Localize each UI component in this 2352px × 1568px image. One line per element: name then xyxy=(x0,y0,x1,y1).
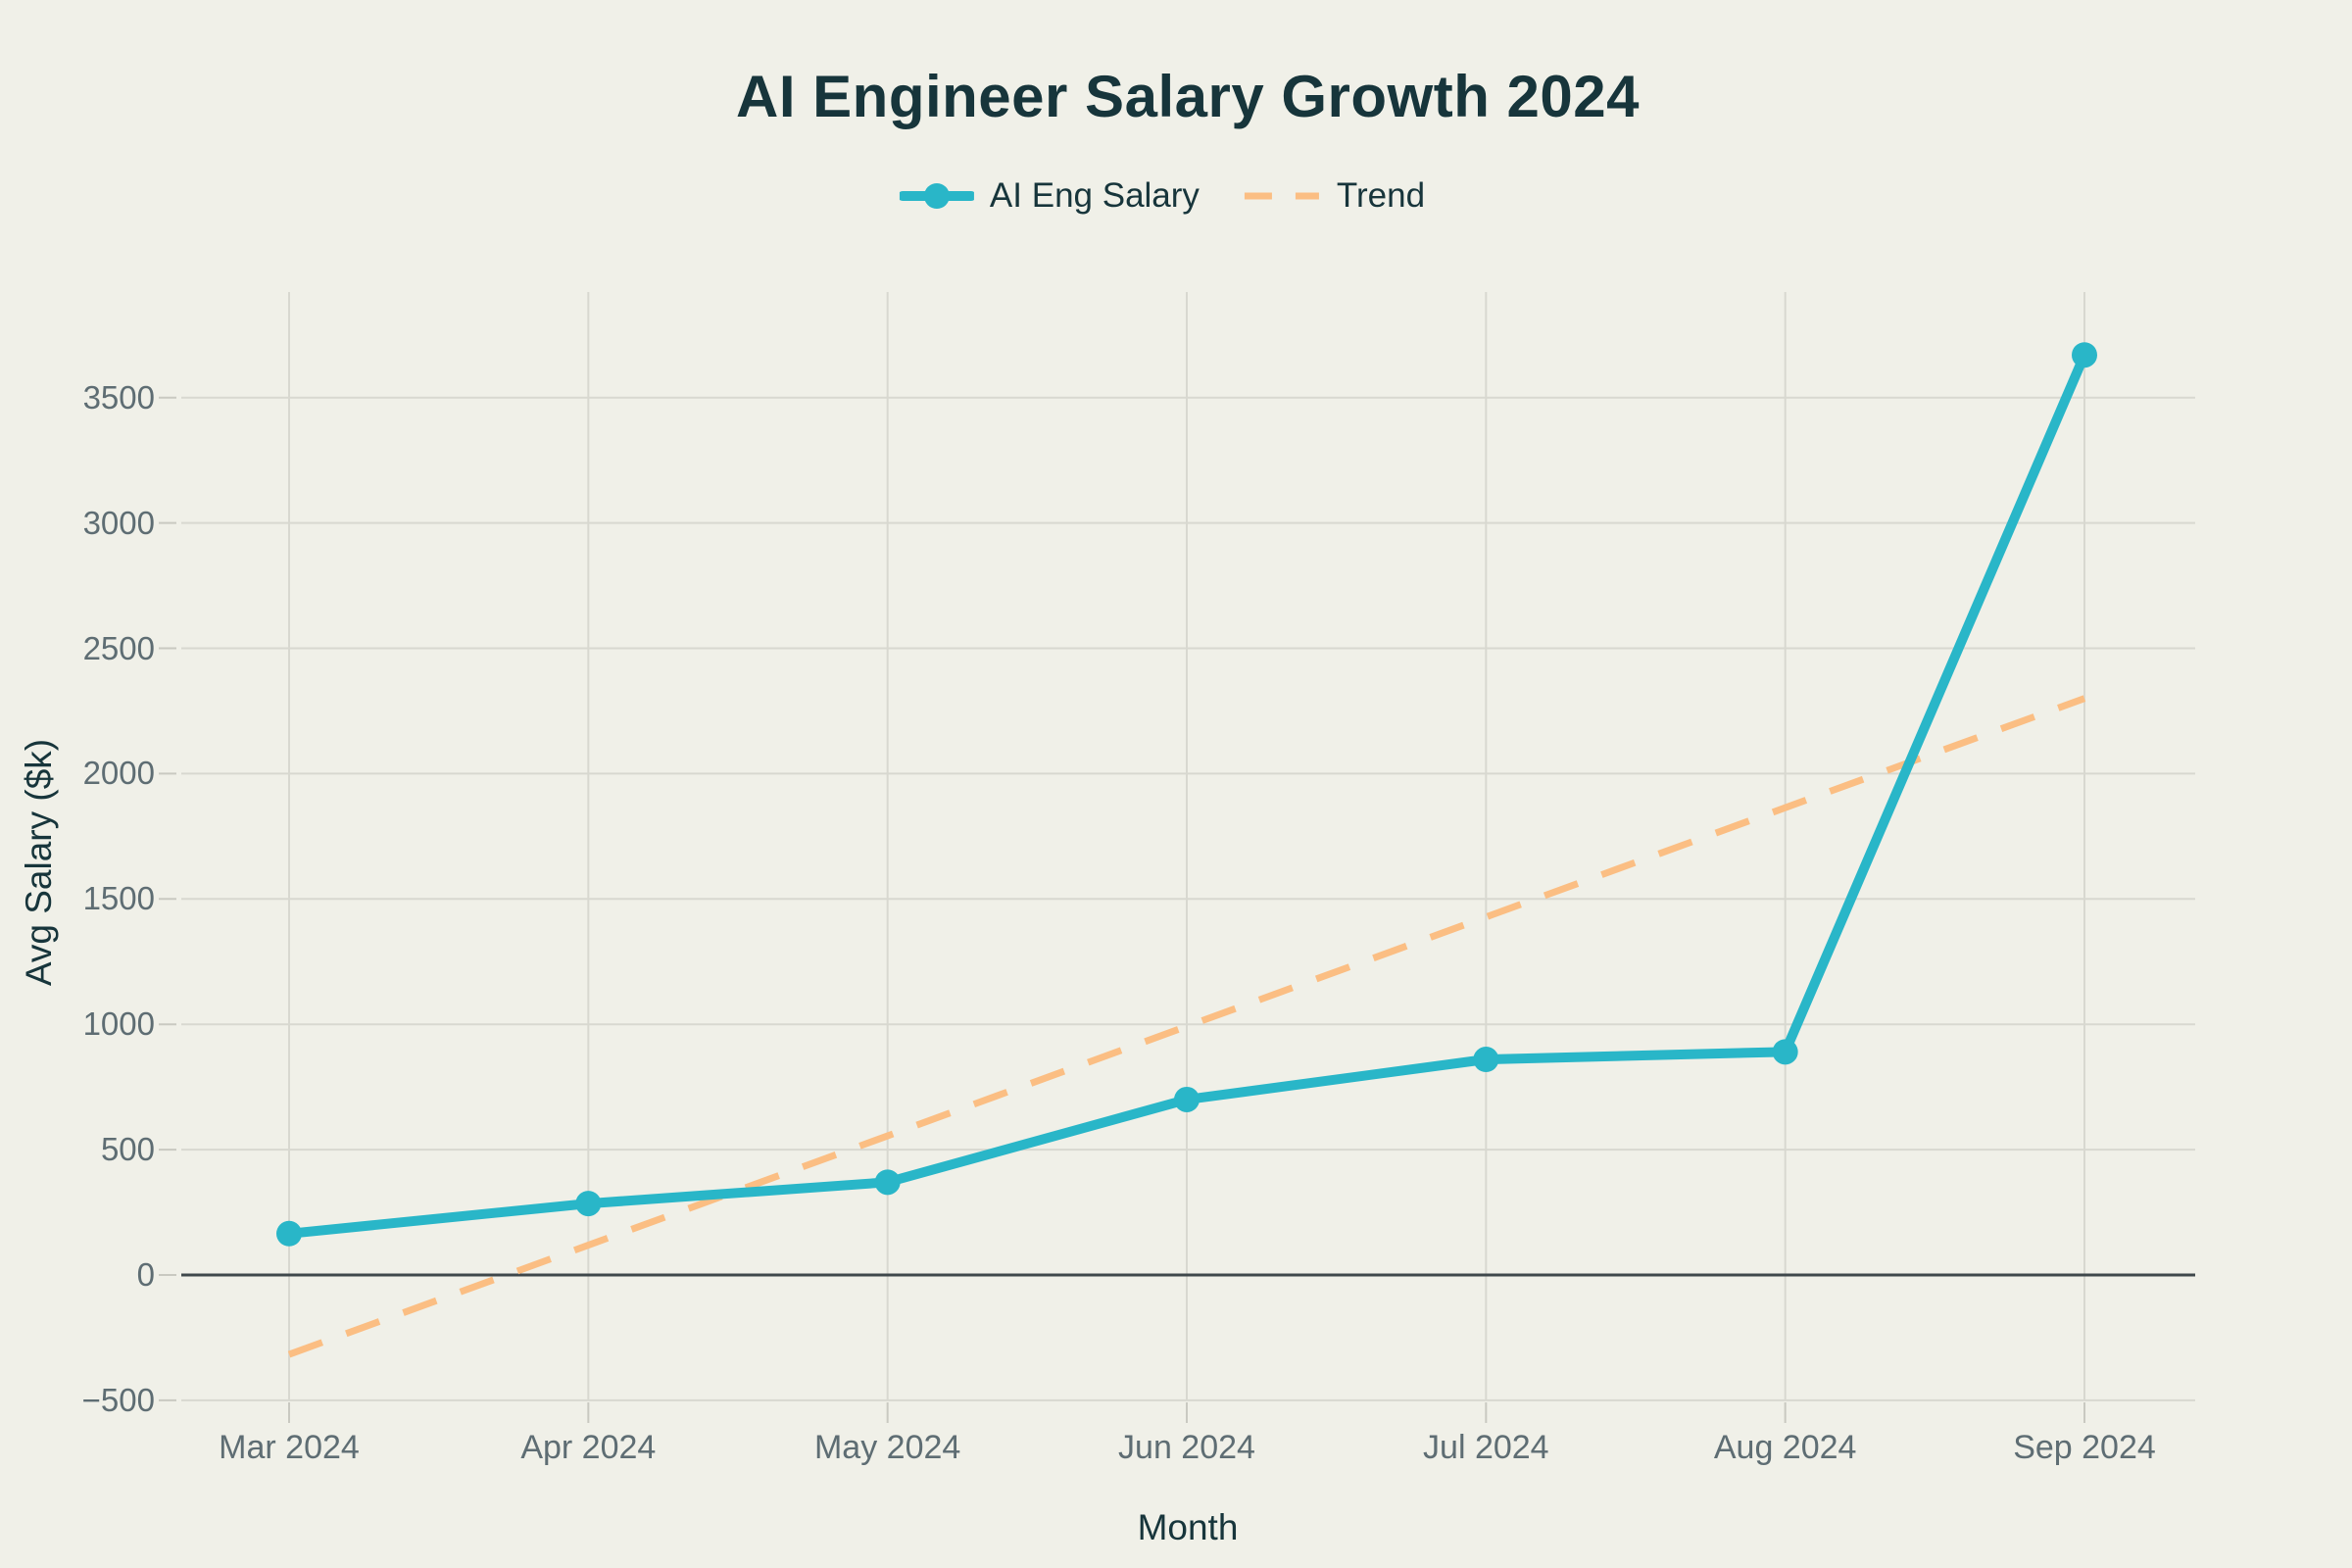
x-tick-label: Jul 2024 xyxy=(1423,1429,1549,1466)
x-axis-title: Month xyxy=(1137,1507,1239,1547)
chart-legend: AI Eng Salary Trend xyxy=(899,176,1425,216)
salary-data-point xyxy=(276,1220,302,1247)
salary-data-point xyxy=(575,1191,602,1217)
trend-line xyxy=(287,695,2086,1358)
y-tick-label: 0 xyxy=(136,1256,155,1293)
y-tick-label: 3500 xyxy=(82,378,155,416)
x-tick-label: Jun 2024 xyxy=(1118,1429,1255,1466)
x-tick-label: Aug 2024 xyxy=(1713,1429,1857,1466)
x-tick-label: Mar 2024 xyxy=(219,1429,360,1466)
y-tick-label: 500 xyxy=(100,1131,155,1168)
x-tick-label: Apr 2024 xyxy=(520,1429,657,1466)
legend-label-trend: Trend xyxy=(1336,176,1426,215)
trend-series-swatch-icon xyxy=(1244,192,1319,200)
y-tick-label: 2000 xyxy=(82,755,155,792)
salary-data-point xyxy=(2071,342,2097,368)
salary-data-point xyxy=(874,1169,901,1196)
y-tick-label: 2500 xyxy=(82,629,155,666)
salary-data-point xyxy=(1173,1086,1200,1112)
x-tick-label: May 2024 xyxy=(813,1429,961,1466)
y-tick-label: 1000 xyxy=(82,1005,155,1043)
x-tick-label: Sep 2024 xyxy=(2013,1429,2156,1466)
legend-item-salary: AI Eng Salary xyxy=(899,176,1200,216)
y-tick-label: −500 xyxy=(81,1381,155,1418)
chart-title: AI Engineer Salary Growth 2024 xyxy=(735,64,1641,129)
salary-data-point xyxy=(1473,1047,1499,1073)
salary-series-swatch-icon xyxy=(899,183,974,209)
legend-label-salary: AI Eng Salary xyxy=(989,176,1200,215)
y-tick-label: 1500 xyxy=(82,880,155,917)
legend-item-trend: Trend xyxy=(1243,176,1425,216)
salary-data-point xyxy=(1772,1039,1798,1065)
y-tick-label: 3000 xyxy=(82,504,155,541)
